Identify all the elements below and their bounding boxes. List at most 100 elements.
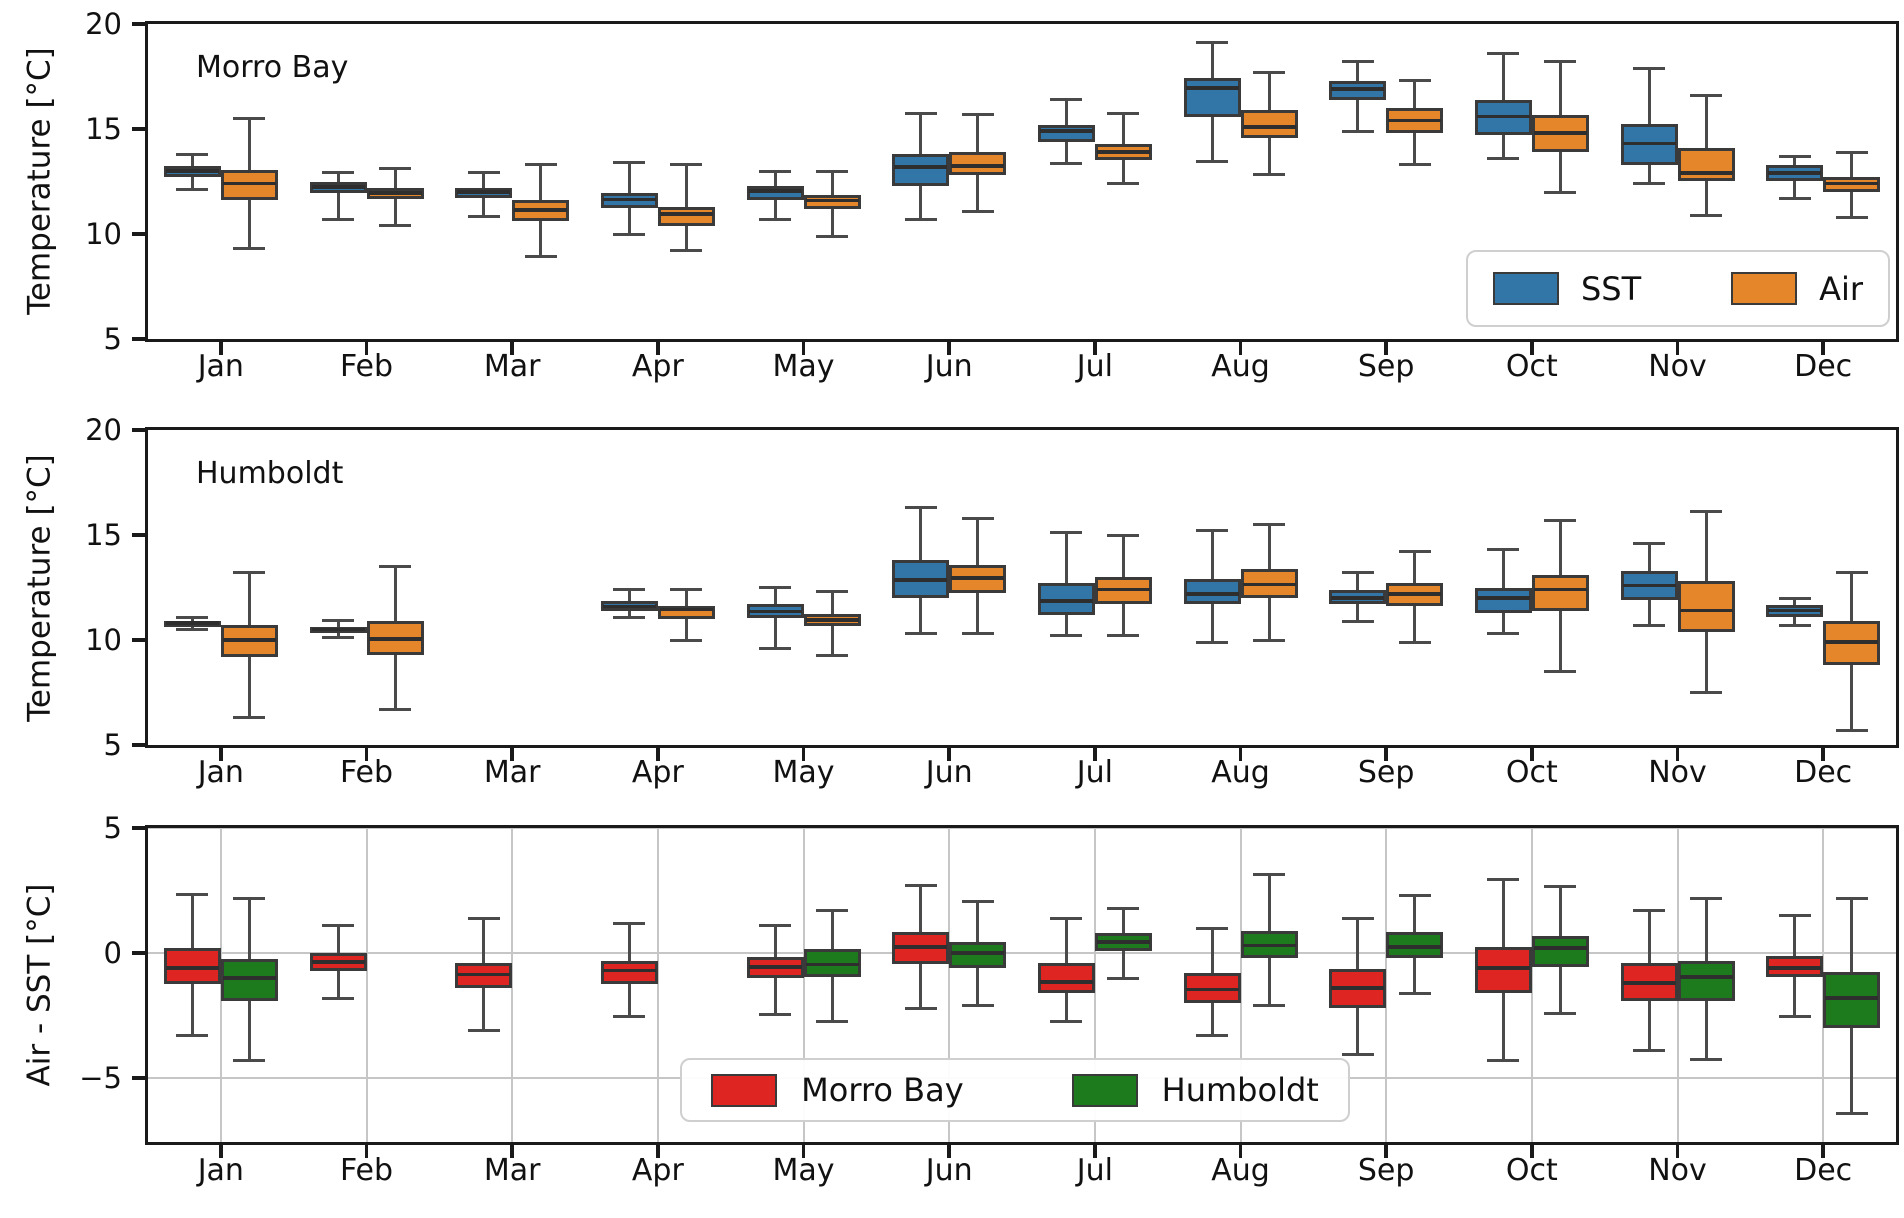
whisker-cap-top-humboldt-may <box>816 909 848 912</box>
whisker-cap-top-air-jan <box>233 571 266 575</box>
gridline-vertical <box>511 828 514 1142</box>
x-tick <box>1821 1145 1825 1158</box>
x-tick <box>947 748 951 761</box>
box-sst-aug <box>1183 77 1241 118</box>
median-morro-bay-jun <box>894 945 948 949</box>
x-tick <box>1821 748 1825 761</box>
x-tick-label-feb: Feb <box>339 349 394 384</box>
whisker-cap-bottom-humboldt-jul <box>1107 976 1140 980</box>
whisker-cap-bottom-sst-feb <box>322 636 354 640</box>
x-tick <box>1384 342 1388 355</box>
x-tick-label-apr: Apr <box>631 349 684 384</box>
whisker-cap-bottom-sst-jan <box>176 188 209 192</box>
whisker-cap-top-sst-sep <box>1341 60 1374 64</box>
x-tick <box>219 748 223 761</box>
spine-top <box>145 427 1899 430</box>
whisker-cap-top-humboldt-jan <box>233 896 266 900</box>
whisker-cap-bottom-morro-bay-jun <box>904 1006 937 1010</box>
x-tick <box>656 1145 660 1158</box>
whisker-cap-bottom-air-jul <box>1107 182 1140 186</box>
whisker-cap-top-air-aug <box>1253 523 1285 526</box>
whisker-cap-bottom-air-jan <box>233 247 266 251</box>
whisker-cap-bottom-sst-aug <box>1196 640 1228 644</box>
x-tick <box>510 342 514 355</box>
whisker-cap-top-morro-bay-jan <box>176 892 209 896</box>
x-tick <box>219 342 223 355</box>
y-tick <box>132 337 145 341</box>
box-morro-bay-jul <box>1037 963 1095 993</box>
median-humboldt-sep <box>1388 945 1442 949</box>
median-air-aug <box>1242 582 1296 587</box>
median-humboldt-jan <box>222 976 276 980</box>
median-morro-bay-oct <box>1476 966 1530 970</box>
x-tick <box>1093 1145 1097 1158</box>
median-sst-jul <box>1039 599 1093 603</box>
whisker-cap-top-sst-feb <box>322 618 354 622</box>
x-tick <box>656 748 660 761</box>
panel-title-humboldt: Humboldt <box>196 456 344 491</box>
whisker-cap-top-air-jan <box>233 117 266 120</box>
y-tick-label: 5 <box>103 727 122 762</box>
x-tick-label-nov: Nov <box>1648 349 1707 384</box>
whisker-cap-bottom-air-apr <box>670 638 703 642</box>
y-tick-label: 10 <box>85 622 122 657</box>
median-sst-oct <box>1476 596 1530 600</box>
median-humboldt-aug <box>1242 943 1296 948</box>
x-tick <box>1238 748 1243 761</box>
whisker-cap-bottom-morro-bay-dec <box>1778 1015 1811 1019</box>
x-tick <box>364 342 369 355</box>
whisker-cap-bottom-humboldt-oct <box>1544 1011 1577 1015</box>
whisker-cap-top-humboldt-aug <box>1253 872 1285 876</box>
whisker-cap-top-humboldt-jun <box>961 900 994 904</box>
median-morro-bay-jul <box>1039 980 1093 984</box>
gridline-vertical <box>802 828 805 1142</box>
x-tick-label-oct: Oct <box>1505 755 1558 790</box>
whisker-cap-top-air-feb <box>379 565 411 568</box>
median-air-jun <box>951 164 1005 168</box>
x-tick <box>1530 1145 1534 1158</box>
x-tick-label-apr: Apr <box>631 755 684 790</box>
whisker-cap-top-morro-bay-aug <box>1196 926 1228 930</box>
y-tick <box>132 1076 145 1080</box>
y-tick-label: 5 <box>103 321 122 356</box>
box-sst-oct <box>1474 587 1532 613</box>
y-tick <box>132 22 145 26</box>
x-tick <box>947 342 951 355</box>
whisker-cap-top-sst-jan <box>176 616 209 620</box>
x-tick-label-sep: Sep <box>1357 755 1415 790</box>
x-tick <box>1530 342 1534 355</box>
x-tick-label-sep: Sep <box>1357 1153 1415 1188</box>
y-tick-label: 0 <box>103 935 122 970</box>
median-air-oct <box>1533 587 1587 592</box>
whisker-cap-bottom-sst-sep <box>1341 129 1374 133</box>
x-tick <box>1530 748 1534 761</box>
median-air-jan <box>222 181 276 186</box>
median-humboldt-jul <box>1096 940 1150 944</box>
whisker-cap-bottom-air-may <box>816 654 848 658</box>
whisker-cap-bottom-air-oct <box>1544 190 1577 194</box>
whisker-cap-bottom-air-sep <box>1398 163 1431 167</box>
y-tick-label: −5 <box>79 1060 122 1095</box>
median-air-may <box>805 618 859 622</box>
whisker-cap-bottom-sst-jun <box>904 217 937 221</box>
box-sst-jul <box>1037 124 1095 142</box>
box-air-jun <box>949 152 1007 176</box>
median-sst-feb <box>311 185 365 189</box>
box-morro-bay-jan <box>163 948 221 985</box>
sst-legend-swatch <box>1492 272 1559 305</box>
median-air-feb <box>368 191 422 195</box>
whisker-cap-top-sst-jun <box>904 111 937 115</box>
median-air-jun <box>951 576 1005 580</box>
median-sst-jan <box>165 621 219 625</box>
median-air-jul <box>1096 587 1150 592</box>
median-humboldt-dec <box>1825 996 1879 1000</box>
x-tick-label-jan: Jan <box>197 1153 244 1188</box>
whisker-cap-top-air-may <box>816 590 848 594</box>
median-sst-may <box>748 189 802 193</box>
whisker-cap-bottom-air-feb <box>379 224 411 228</box>
y-tick <box>132 951 145 955</box>
whisker-cap-top-morro-bay-jul <box>1050 916 1083 920</box>
whisker-cap-top-sst-feb <box>322 170 354 174</box>
spine-left <box>145 21 148 342</box>
whisker-cap-top-air-feb <box>379 167 411 171</box>
